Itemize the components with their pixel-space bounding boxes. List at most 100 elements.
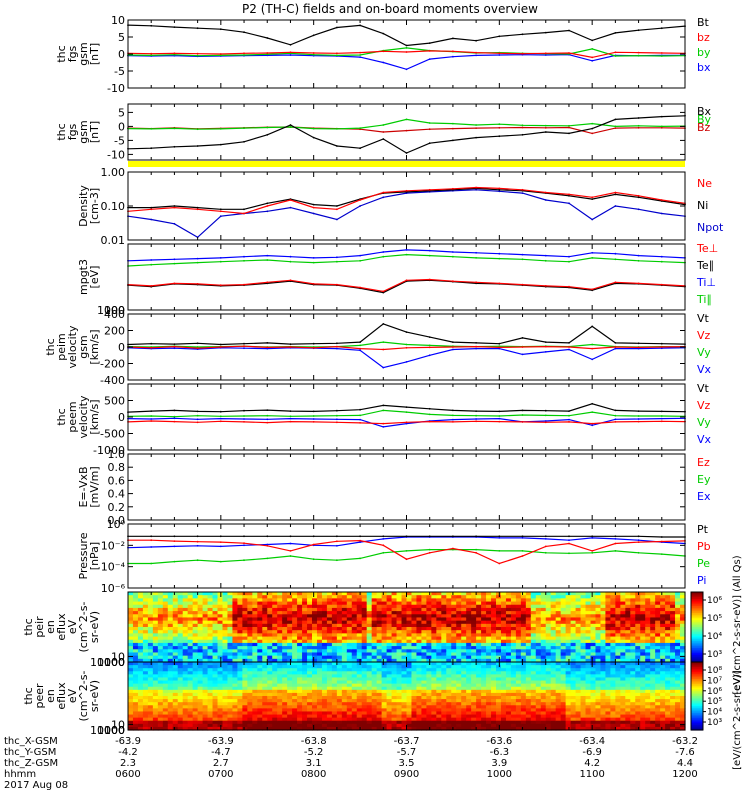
heatmap-cell (182, 662, 189, 666)
heatmap-cell (660, 598, 666, 603)
heatmap-cell (396, 614, 403, 619)
heatmap-cell (267, 655, 273, 660)
heatmap-cell (252, 620, 258, 625)
heatmap-cell (217, 683, 224, 688)
heatmap-cell (262, 674, 268, 679)
heatmap-cell (277, 677, 283, 682)
data-point-Pt (312, 535, 315, 538)
heatmap-cell (212, 598, 219, 603)
heatmap-cell (272, 592, 278, 596)
heatmap-cell (157, 620, 164, 625)
heatmap-cell (277, 674, 283, 679)
heatmap-cell (341, 598, 348, 603)
heatmap-cell (287, 649, 293, 654)
heatmap-cell (137, 662, 144, 666)
heatmap-cell (187, 630, 194, 634)
heatmap-cell (496, 611, 502, 615)
heatmap-cell (242, 689, 248, 694)
heatmap-cell (446, 617, 452, 622)
heatmap-cell (336, 702, 343, 706)
heatmap-cell (371, 604, 378, 609)
heatmap-cell (486, 658, 492, 663)
heatmap-cell (207, 607, 214, 612)
heatmap-cell (640, 636, 646, 641)
heatmap-cell (431, 627, 437, 631)
heatmap-cell (376, 620, 383, 625)
heatmap-cell (282, 601, 288, 606)
heatmap-cell (152, 623, 159, 628)
heatmap-cell (222, 639, 229, 644)
heatmap-cell (496, 592, 502, 596)
heatmap-cell (336, 680, 343, 685)
data-point-bz (475, 51, 477, 54)
colorbar-step (691, 621, 703, 625)
heatmap-cell (321, 611, 328, 615)
data-point-Ne (452, 187, 454, 190)
heatmap-cell (630, 646, 636, 650)
heatmap-cell (217, 639, 224, 644)
heatmap-cell (312, 683, 318, 688)
heatmap-cell (312, 627, 318, 631)
heatmap-cell (147, 595, 154, 599)
heatmap-cell (461, 611, 467, 615)
heatmap-cell (456, 592, 462, 596)
heatmap-cell (575, 627, 582, 631)
heatmap-cell (177, 620, 184, 625)
data-point-by (637, 54, 640, 57)
heatmap-cell (665, 642, 671, 647)
heatmap-cell (292, 674, 298, 679)
heatmap-cell (282, 639, 288, 644)
heatmap-cell (590, 601, 597, 606)
heatmap-cell (292, 614, 298, 619)
heatmap-cell (152, 708, 159, 713)
heatmap-cell (257, 649, 263, 654)
heatmap-cell (217, 711, 224, 716)
heatmap-cell (670, 642, 676, 647)
heatmap-cell (416, 636, 423, 641)
heatmap-cell (152, 674, 159, 679)
heatmap-cell (326, 627, 333, 631)
heatmap-cell (560, 627, 567, 631)
heatmap-cell (222, 652, 229, 657)
heatmap-cell (316, 655, 323, 660)
heatmap-cell (550, 617, 557, 622)
heatmap-cell (172, 662, 179, 666)
heatmap-cell (336, 699, 343, 703)
heatmap-cell (292, 711, 298, 716)
heatmap-cell (212, 601, 219, 606)
heatmap-cell (197, 717, 204, 722)
heatmap-cell (312, 720, 318, 725)
heatmap-cell (297, 680, 303, 685)
heatmap-cell (247, 692, 253, 697)
heatmap-cell (605, 620, 611, 625)
heatmap-cell (152, 668, 159, 672)
data-point-Vz (219, 346, 222, 348)
heatmap-cell (496, 598, 502, 603)
heatmap-cell (530, 592, 537, 596)
data-point-Vt (568, 342, 570, 344)
heatmap-cell (505, 658, 512, 663)
heatmap-cell (496, 652, 502, 657)
heatmap-cell (381, 717, 388, 722)
heatmap-cell (535, 646, 542, 650)
heatmap-cell (207, 649, 214, 654)
heatmap-cell (600, 617, 607, 622)
data-point-Ni (150, 206, 153, 209)
heatmap-cell (142, 623, 149, 628)
heatmap-cell (371, 702, 378, 706)
ytick-label: 10⁻⁶ (101, 582, 126, 595)
heatmap-cell (336, 714, 343, 719)
heatmap-cell (316, 601, 323, 606)
heatmap-cell (172, 702, 179, 706)
heatmap-cell (615, 614, 621, 619)
heatmap-cell (272, 689, 278, 694)
heatmap-cell (321, 592, 328, 596)
heatmap-cell (331, 607, 338, 612)
heatmap-cell (381, 630, 388, 634)
heatmap-cell (187, 717, 194, 722)
heatmap-cell (132, 655, 139, 660)
heatmap-cell (351, 592, 358, 596)
heatmap-cell (520, 611, 527, 615)
heatmap-cell (476, 633, 482, 638)
heatmap-cell (361, 665, 368, 669)
